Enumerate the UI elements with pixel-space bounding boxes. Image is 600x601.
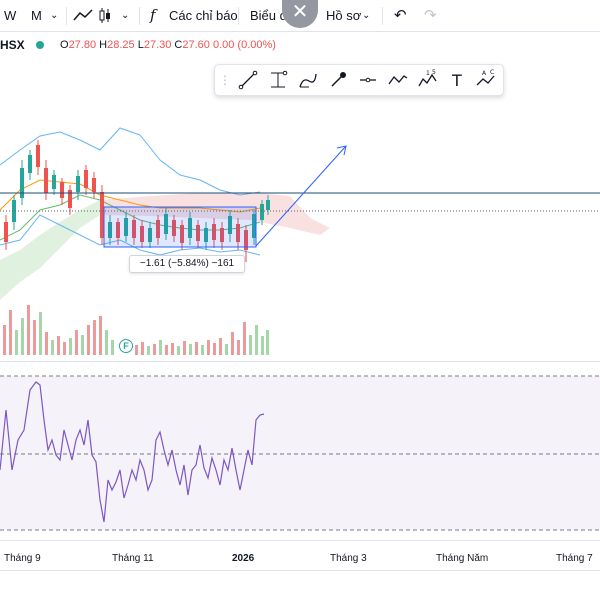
rsi-pane[interactable] — [0, 362, 600, 540]
change-value: 0.00 (0.00%) — [212, 39, 276, 51]
chevron-down-icon[interactable]: ⌄ — [121, 10, 130, 21]
redo-icon[interactable]: ↷ — [424, 7, 437, 24]
rsi-line — [0, 381, 265, 523]
price-range-measure — [103, 206, 257, 248]
text-tool-icon[interactable]: T — [447, 69, 469, 91]
time-tick: Tháng 11 — [112, 553, 154, 564]
function-icon: f — [150, 6, 156, 24]
bollinger-lower — [0, 214, 261, 256]
eyedropper-icon[interactable] — [327, 69, 349, 91]
line-chart-icon[interactable] — [72, 0, 94, 31]
ichimoku-cloud-red — [100, 192, 330, 235]
price-chart[interactable] — [0, 100, 600, 360]
candles-icon[interactable] — [98, 0, 112, 31]
toolbar-divider — [139, 7, 140, 25]
svg-text:1: 1 — [426, 70, 430, 77]
brush-icon[interactable] — [297, 69, 319, 91]
trend-arrow-line — [255, 145, 347, 247]
time-axis[interactable]: Tháng 9 Tháng 11 2026 Tháng 3 Tháng Năm … — [0, 540, 600, 571]
toolbar-divider — [238, 7, 239, 25]
market-status-dot — [36, 41, 44, 49]
close-value: 27.60 — [182, 39, 210, 51]
interval-m-button[interactable]: M — [31, 8, 42, 23]
rsi-band — [0, 376, 600, 530]
profile-button[interactable]: Hồ sơ — [326, 8, 362, 23]
pane-separator[interactable] — [0, 361, 600, 362]
svg-text:T: T — [451, 71, 462, 90]
svg-text:A: A — [482, 70, 487, 77]
trend-line-icon[interactable] — [237, 69, 259, 91]
indicators-button[interactable]: Các chỉ báo — [169, 8, 238, 23]
ichimoku-cloud-green — [0, 200, 100, 300]
svg-text:C: C — [490, 69, 494, 76]
horizontal-line-icon[interactable] — [357, 69, 379, 91]
volume-bars — [3, 305, 269, 355]
bollinger-upper — [0, 127, 261, 196]
svg-text:5: 5 — [432, 69, 436, 76]
measure-label[interactable]: −1.61 (−5.84%) −161 — [129, 255, 245, 273]
top-toolbar: W M ⌄ ⌄ f Các chỉ báo Biểu đồ ✕ Hồ sơ ⌄ … — [0, 0, 600, 32]
moving-average-green — [0, 194, 261, 241]
undo-icon[interactable]: ↶ — [394, 7, 407, 24]
chevron-down-icon[interactable]: ⌄ — [362, 10, 371, 21]
time-tick: 2026 — [232, 553, 255, 564]
financial-event-flag[interactable]: F — [119, 339, 133, 353]
ohlc-values: O27.80 H28.25 L27.30 C27.60 0.00 (0.00%) — [60, 39, 276, 51]
time-tick: Tháng 9 — [4, 553, 41, 564]
chevron-down-icon[interactable]: ⌄ — [50, 10, 59, 21]
low-value: 27.30 — [143, 39, 172, 51]
high-value: 28.25 — [107, 39, 135, 51]
time-tick: Tháng Năm — [436, 553, 489, 564]
bottom-bar — [0, 570, 600, 601]
symbol-exchange[interactable]: HSX — [0, 38, 25, 52]
time-tick: Tháng 3 — [330, 553, 367, 564]
toolbar-divider — [66, 7, 67, 25]
ray-icon[interactable] — [267, 69, 289, 91]
open-value: 27.80 — [68, 39, 97, 51]
price-candles — [4, 140, 270, 262]
path-icon[interactable] — [387, 69, 409, 91]
arrow-head — [336, 145, 347, 156]
drag-handle-icon[interactable]: ⋮ — [219, 73, 231, 87]
interval-w-button[interactable]: W — [4, 8, 17, 23]
time-tick: Tháng 7 — [556, 553, 593, 564]
close-icon[interactable]: ✕ — [282, 0, 318, 28]
moving-average-orange — [0, 179, 261, 213]
toolbar-divider — [382, 7, 383, 25]
